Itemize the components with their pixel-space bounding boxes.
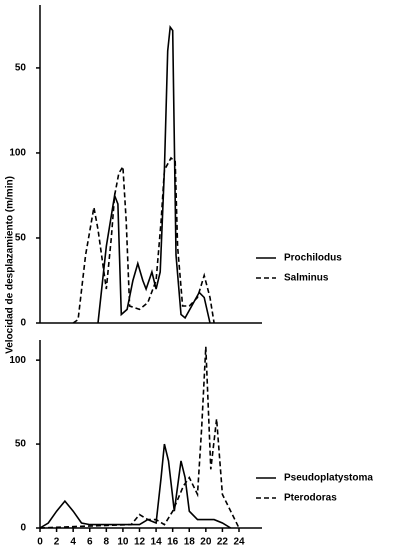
y-tick-label: 100	[9, 355, 26, 366]
y-tick-label: 0	[20, 318, 26, 329]
y-tick-label: 50	[15, 63, 27, 74]
y-tick-label: 50	[15, 439, 27, 450]
y-tick-label: 50	[15, 233, 27, 244]
legend-label: Salminus	[284, 273, 329, 284]
line	[72, 156, 215, 324]
x-tick-label: 20	[200, 537, 212, 548]
legend-label: Pterodoras	[284, 493, 337, 504]
x-tick-label: 6	[87, 537, 93, 548]
legend-label: Prochilodus	[284, 253, 342, 264]
x-tick-label: 12	[134, 537, 146, 548]
x-tick-label: 24	[233, 537, 245, 548]
y-tick-label: 100	[9, 148, 26, 159]
x-tick-label: 14	[151, 537, 163, 548]
line	[39, 443, 232, 529]
y-axis-label: Velocidad de desplazamiento (m/min)	[5, 176, 16, 354]
x-tick-label: 0	[37, 537, 43, 548]
legend-label: Pseudoplatystoma	[284, 473, 373, 484]
line	[39, 346, 240, 529]
x-tick-label: 4	[70, 537, 76, 548]
x-tick-label: 10	[117, 537, 129, 548]
line	[97, 24, 211, 324]
x-tick-label: 2	[54, 537, 60, 548]
x-tick-label: 16	[167, 537, 179, 548]
y-tick-label: 0	[20, 523, 26, 534]
x-tick-label: 8	[104, 537, 110, 548]
x-tick-label: 18	[184, 537, 196, 548]
x-tick-label: 22	[217, 537, 229, 548]
